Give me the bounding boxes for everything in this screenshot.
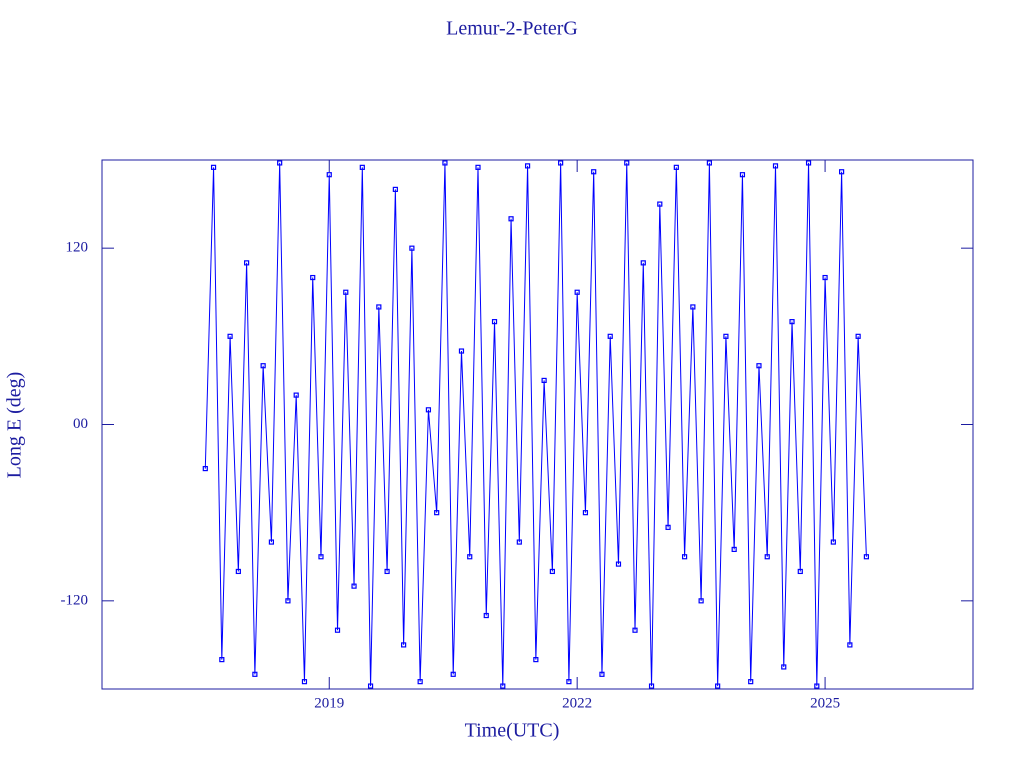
data-point	[277, 160, 283, 166]
data-point	[591, 169, 597, 175]
data-point	[475, 164, 481, 170]
data-point	[235, 568, 241, 575]
data-point	[558, 160, 564, 166]
data-point	[500, 683, 506, 689]
data-point	[781, 664, 787, 670]
data-point	[508, 216, 514, 222]
data-point	[640, 260, 646, 266]
x-tick-label: 2019	[314, 695, 344, 711]
data-point	[549, 568, 555, 575]
data-point	[227, 333, 233, 339]
data-point	[367, 683, 374, 689]
data-point	[285, 598, 291, 604]
data-point	[409, 245, 415, 251]
data-point	[863, 554, 869, 560]
data-point	[491, 319, 498, 325]
data-point	[822, 274, 828, 281]
data-point	[524, 163, 531, 169]
data-point	[219, 657, 225, 663]
data-point	[268, 539, 275, 545]
x-tick-label: 2025	[810, 695, 840, 711]
data-point	[748, 679, 754, 685]
y-axis-label: Long E (deg)	[4, 372, 26, 479]
data-point	[244, 260, 250, 266]
data-point	[293, 392, 299, 398]
data-point	[533, 657, 539, 663]
data-point	[855, 333, 861, 339]
data-point	[789, 319, 795, 325]
data-point	[252, 671, 258, 677]
data-point	[797, 568, 803, 575]
data-line	[204, 162, 867, 687]
data-point	[442, 160, 448, 166]
y-tick-label: 120	[66, 240, 89, 256]
data-point	[392, 186, 398, 192]
y-tick-label: 00	[73, 416, 88, 432]
data-point	[632, 627, 638, 633]
data-point	[541, 377, 547, 384]
data-point	[706, 160, 712, 166]
data-point	[425, 407, 432, 413]
data-point	[458, 348, 465, 354]
data-point	[624, 160, 630, 166]
data-point	[673, 164, 679, 170]
data-point	[657, 201, 663, 207]
data-point	[467, 554, 473, 560]
data-point	[483, 612, 489, 619]
x-axis-label: Time(UTC)	[465, 720, 560, 742]
y-tick-label: -120	[61, 592, 89, 608]
data-point	[698, 598, 704, 604]
data-point	[359, 164, 365, 170]
data-point	[574, 289, 580, 295]
data-point	[665, 524, 671, 530]
data-point	[715, 683, 721, 689]
data-point	[764, 554, 770, 560]
data-point	[202, 465, 208, 472]
data-point	[582, 510, 589, 516]
data-point	[450, 671, 456, 677]
data-point	[434, 510, 440, 516]
data-point	[210, 164, 217, 170]
data-point	[723, 333, 729, 339]
data-point	[343, 289, 349, 295]
data-point	[351, 583, 357, 589]
chart-title: Lemur-2-PeterG	[446, 18, 578, 40]
data-point	[731, 546, 737, 553]
data-point	[376, 304, 382, 310]
data-point	[334, 627, 341, 633]
data-point	[805, 160, 812, 166]
data-point	[681, 554, 688, 560]
data-point	[772, 163, 779, 169]
data-point	[326, 172, 332, 178]
data-point	[417, 679, 423, 685]
data-point	[830, 539, 836, 545]
data-point	[607, 333, 613, 339]
data-point	[847, 642, 853, 648]
data-point	[516, 539, 522, 545]
data-point	[756, 363, 762, 369]
data-point	[401, 642, 407, 648]
data-point	[301, 679, 308, 685]
data-point	[814, 683, 820, 689]
data-point	[260, 363, 266, 369]
data-point	[318, 554, 324, 560]
x-tick-label: 2022	[562, 695, 592, 711]
data-point	[648, 683, 655, 689]
data-point	[739, 172, 746, 178]
data-point	[566, 679, 572, 685]
data-point	[615, 561, 622, 567]
data-point	[839, 169, 845, 175]
data-point	[690, 304, 696, 310]
data-point	[599, 671, 605, 677]
data-point	[384, 568, 390, 575]
data-point	[310, 274, 316, 281]
